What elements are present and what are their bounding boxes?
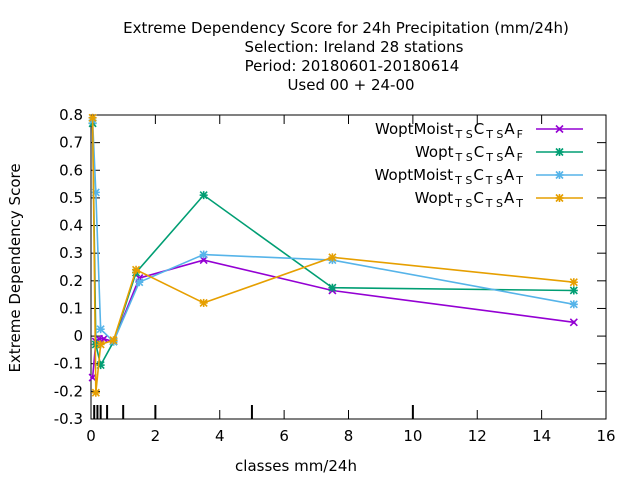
data-point [88, 113, 97, 122]
x-tick-label: 16 [596, 427, 615, 445]
y-tick-label: 0.1 [59, 299, 83, 317]
legend-label-part: F [517, 128, 523, 141]
y-tick-label: 0.5 [59, 189, 83, 207]
legend-label-part: T S [454, 174, 472, 187]
legend-entry: WoptMoist T SC T SA F [375, 120, 583, 141]
legend-label: Wopt T SC T SA T [415, 189, 524, 210]
title-line-3: Period: 20180601-20180614 [245, 57, 460, 75]
legend-entry: Wopt T SC T SA T [415, 189, 583, 210]
plot-frame [90, 114, 607, 420]
series-4-line [91, 117, 574, 393]
data-point [569, 318, 578, 327]
legend-marker [555, 170, 564, 180]
x-tick-label: 14 [532, 427, 551, 445]
x-tick-label: 4 [215, 427, 225, 445]
series-1-line [91, 259, 574, 378]
y-axis-label: Extreme Dependency Score [6, 163, 24, 372]
y-tick-label: -0.3 [54, 410, 83, 428]
legend-label-part: C [473, 189, 483, 207]
legend-label-part: T [515, 197, 523, 210]
legend-label-part: F [517, 151, 523, 164]
chart-title: Extreme Dependency Score for 24h Precipi… [123, 19, 569, 94]
legend-label-part: T [515, 174, 523, 187]
legend-label-part: T S [455, 128, 473, 141]
data-point [109, 336, 118, 345]
x-tick-label: 0 [86, 427, 96, 445]
legend-label-part: A [504, 120, 515, 138]
data-point [199, 191, 208, 200]
y-tick-label: 0.8 [59, 106, 83, 124]
legend-label-part: Wopt [415, 189, 454, 207]
x-tick-label: 2 [151, 427, 161, 445]
y-tick-label: 0.7 [59, 134, 83, 152]
x-axis: 0 2 4 6 8 10 12 14 16 [86, 115, 616, 445]
x-tick-label: 12 [468, 427, 487, 445]
data-point [328, 253, 337, 262]
legend-label-part: T S [485, 151, 503, 164]
legend-label-part: A [504, 166, 515, 184]
title-line-1: Extreme Dependency Score for 24h Precipi… [123, 19, 569, 37]
series-3-line [91, 120, 574, 343]
class-marks [93, 405, 414, 419]
x-tick-label: 10 [403, 427, 422, 445]
title-line-4: Used 00 + 24-00 [287, 76, 414, 94]
y-axis: -0.3 -0.2 -0.1 0 0.1 0.2 0.3 0.4 0.5 0.6 0.7 0.8 [54, 106, 606, 428]
data-point [328, 283, 337, 292]
data-point [199, 298, 208, 307]
legend-label-part: A [504, 189, 515, 207]
legend-label-part: A [504, 143, 515, 161]
y-tick-label: 0.2 [59, 272, 83, 290]
y-tick-label: 0.4 [59, 217, 83, 235]
data-point [96, 340, 105, 349]
x-tick-label: 6 [279, 427, 289, 445]
data-point [99, 334, 108, 343]
y-tick-label: 0.3 [59, 244, 83, 262]
legend-label-part: T S [455, 151, 473, 164]
legend-label: Wopt T SC T SA F [415, 143, 523, 164]
legend-label-part: Wopt [415, 143, 454, 161]
legend-marker [555, 193, 564, 203]
data-point [569, 278, 578, 287]
y-tick-label: 0.6 [59, 161, 83, 179]
data-point [199, 250, 208, 259]
series-layer [88, 113, 578, 397]
data-point [96, 325, 105, 334]
title-line-2: Selection: Ireland 28 stations [245, 38, 464, 56]
legend-label-part: T S [485, 197, 503, 210]
data-point [569, 286, 578, 295]
legend-entry: Wopt T SC T SA F [415, 143, 583, 164]
legend-label-part: T S [454, 197, 472, 210]
data-point [91, 388, 100, 397]
legend-label-part: C [473, 166, 483, 184]
y-tick-label: 0 [73, 327, 83, 345]
legend-label: WoptMoist T SC T SA T [375, 166, 524, 187]
legend-marker [555, 124, 564, 134]
legend-marker [555, 147, 564, 157]
x-tick-label: 8 [344, 427, 354, 445]
data-point [135, 278, 144, 287]
legend-label-part: WoptMoist [375, 166, 454, 184]
legend-label-part: T S [485, 128, 503, 141]
legend-label-part: C [474, 120, 484, 138]
data-point [131, 265, 141, 274]
y-tick-label: -0.2 [54, 382, 83, 400]
y-tick-label: -0.1 [54, 355, 83, 373]
legend-label-part: C [474, 143, 484, 161]
legend-label-part: WoptMoist [375, 120, 454, 138]
legend-label-part: T S [485, 174, 503, 187]
legend-entry: WoptMoist T SC T SA T [375, 166, 583, 187]
x-axis-label: classes mm/24h [235, 457, 357, 475]
data-point [569, 300, 578, 309]
series-4 [88, 113, 578, 397]
legend-label: WoptMoist T SC T SA F [375, 120, 523, 141]
